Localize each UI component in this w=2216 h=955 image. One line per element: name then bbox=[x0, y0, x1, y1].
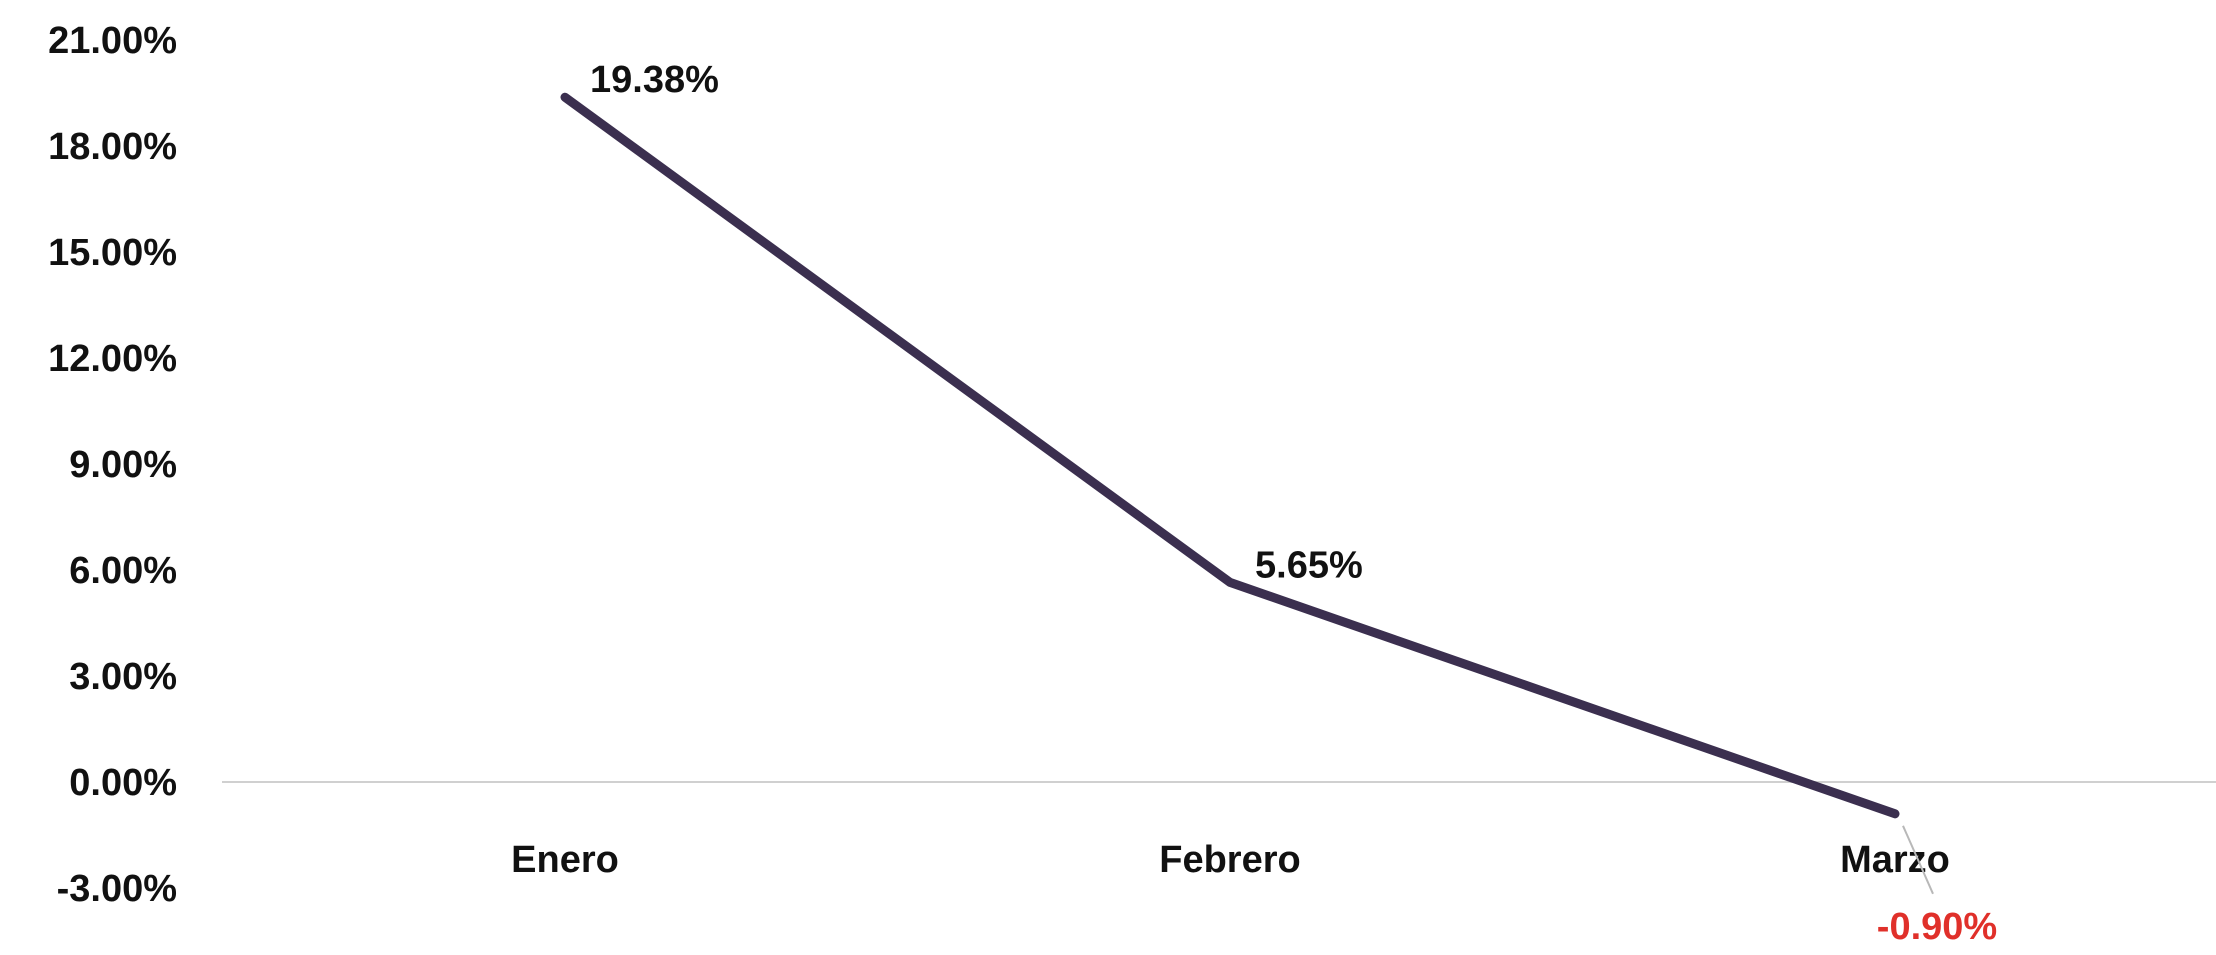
category-label: Febrero bbox=[1159, 839, 1300, 881]
y-tick-label: 21.00% bbox=[48, 20, 177, 62]
category-label: Marzo bbox=[1840, 839, 1950, 881]
category-label: Enero bbox=[511, 839, 619, 881]
y-tick-label: -3.00% bbox=[57, 868, 177, 910]
y-axis-ticks: 21.00% 18.00% 15.00% 12.00% 9.00% 6.00% 3.00% 0… bbox=[48, 20, 177, 910]
y-tick-label: 18.00% bbox=[48, 126, 177, 168]
y-tick-label: 9.00% bbox=[69, 444, 177, 486]
data-label: 19.38% bbox=[590, 59, 719, 101]
data-labels: 19.38% 5.65% -0.90% bbox=[590, 59, 1997, 948]
x-axis-category-labels: Enero Febrero Marzo bbox=[511, 839, 1950, 881]
series-group bbox=[560, 92, 1900, 819]
y-tick-label: 15.00% bbox=[48, 232, 177, 274]
y-tick-label: 12.00% bbox=[48, 338, 177, 380]
data-label: 5.65% bbox=[1255, 544, 1363, 586]
series-line bbox=[560, 92, 1900, 819]
y-tick-label: 3.00% bbox=[69, 656, 177, 698]
data-label-leader bbox=[1902, 825, 1934, 895]
y-tick-label: 0.00% bbox=[69, 762, 177, 804]
y-tick-label: 6.00% bbox=[69, 550, 177, 592]
data-label: -0.90% bbox=[1877, 906, 1997, 948]
